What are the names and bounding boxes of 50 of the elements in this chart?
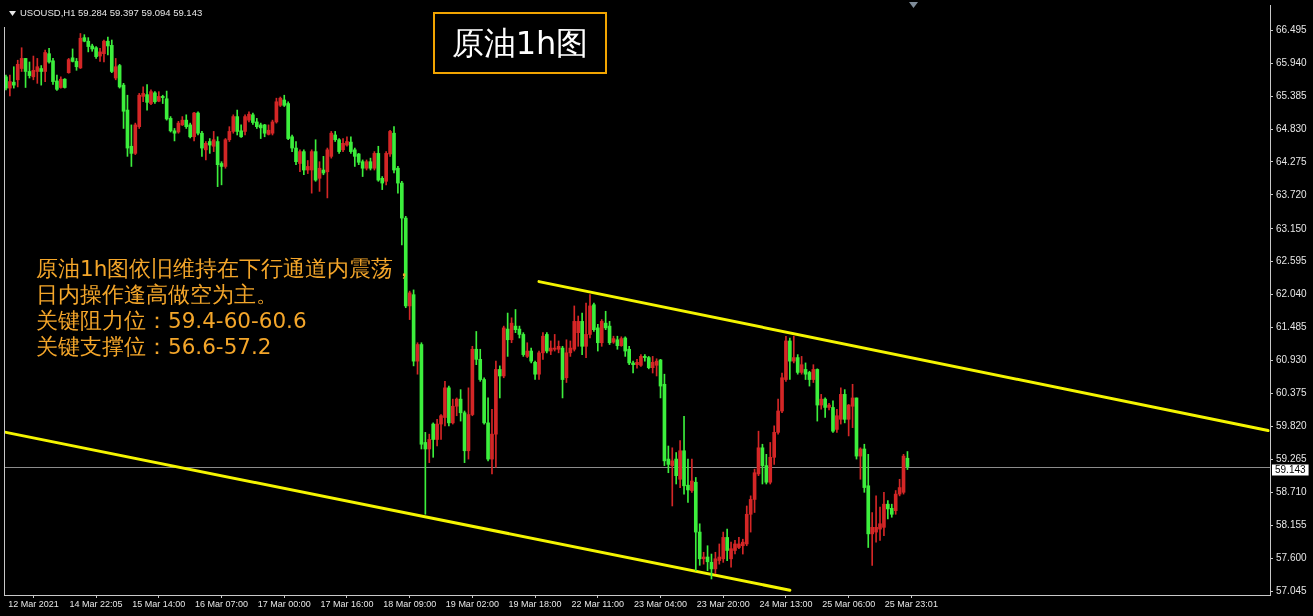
- candlestick: [791, 335, 796, 364]
- text: 原油1h图: [451, 24, 589, 62]
- y-tick-label: 59.265: [1276, 453, 1308, 465]
- y-tick-label: 60.930: [1276, 354, 1308, 366]
- annotation: 关键支撑位：56.6-57.2: [36, 334, 272, 360]
- candlestick: [11, 66, 16, 89]
- y-tick-label: 57.045: [1276, 584, 1308, 596]
- y-tick-label: 57.600: [1276, 551, 1308, 563]
- x-tick-label: 12 Mar 2021: [8, 598, 59, 609]
- x-tick-label: 24 Mar 13:00: [759, 598, 813, 609]
- x-tick-label: 14 Mar 22:05: [69, 598, 123, 609]
- y-tick-label: 60.375: [1276, 387, 1308, 399]
- x-tick-label: 25 Mar 06:00: [822, 598, 876, 609]
- annotation: 日内操作逢高做空为主。: [36, 282, 278, 308]
- y-tick-label: 64.275: [1276, 155, 1308, 167]
- x-tick-label: 16 Mar 07:00: [195, 598, 249, 609]
- annotation: 关键阻力位：59.4-60-60.6: [36, 308, 307, 334]
- chart-subtitle: USOUSD,H1 59.284 59.397 59.094 59.143: [20, 7, 203, 18]
- x-tick-label: 18 Mar 09:00: [383, 598, 437, 609]
- x-tick-label: 22 Mar 11:00: [571, 598, 624, 609]
- y-tick-label: 63.150: [1276, 222, 1308, 234]
- y-tick-label: 65.940: [1276, 56, 1308, 68]
- candlestick: [874, 495, 878, 543]
- y-tick-label: 61.485: [1276, 321, 1308, 333]
- x-tick-label: 17 Mar 00:00: [257, 598, 311, 609]
- y-tick-label: 58.710: [1276, 486, 1308, 498]
- candlestick: [258, 122, 263, 139]
- candlestick: [39, 65, 44, 86]
- y-tick-label: 64.830: [1276, 122, 1308, 134]
- candlestick: [35, 58, 40, 84]
- candlestick: [207, 138, 212, 154]
- x-tick-label: 23 Mar 04:00: [633, 598, 688, 609]
- y-tick-label: 66.495: [1276, 23, 1308, 35]
- candlestick: [670, 447, 675, 507]
- candlestick: [497, 365, 502, 399]
- y-tick-label: 59.820: [1276, 420, 1308, 432]
- y-tick-label: 62.595: [1276, 255, 1308, 267]
- x-tick-label: 23 Mar 20:00: [696, 598, 750, 609]
- y-tick-label: 65.385: [1276, 89, 1308, 101]
- y-tick-label: 58.155: [1276, 519, 1308, 531]
- y-tick-label: 62.040: [1276, 288, 1308, 300]
- y-tick-label: 63.720: [1276, 188, 1308, 200]
- x-tick-label: 17 Mar 16:00: [320, 598, 374, 609]
- candlestick: [552, 334, 557, 352]
- ref-line-label: 59.143: [1275, 463, 1307, 475]
- x-tick-label: 19 Mar 18:00: [508, 598, 562, 609]
- x-tick-label: 19 Mar 02:00: [445, 598, 499, 609]
- x-tick-label: 25 Mar 23:01: [884, 598, 938, 609]
- annotation: 原油1h图依旧维持在下行通道内震荡，: [36, 256, 416, 282]
- x-tick-label: 15 Mar 14:00: [132, 598, 186, 609]
